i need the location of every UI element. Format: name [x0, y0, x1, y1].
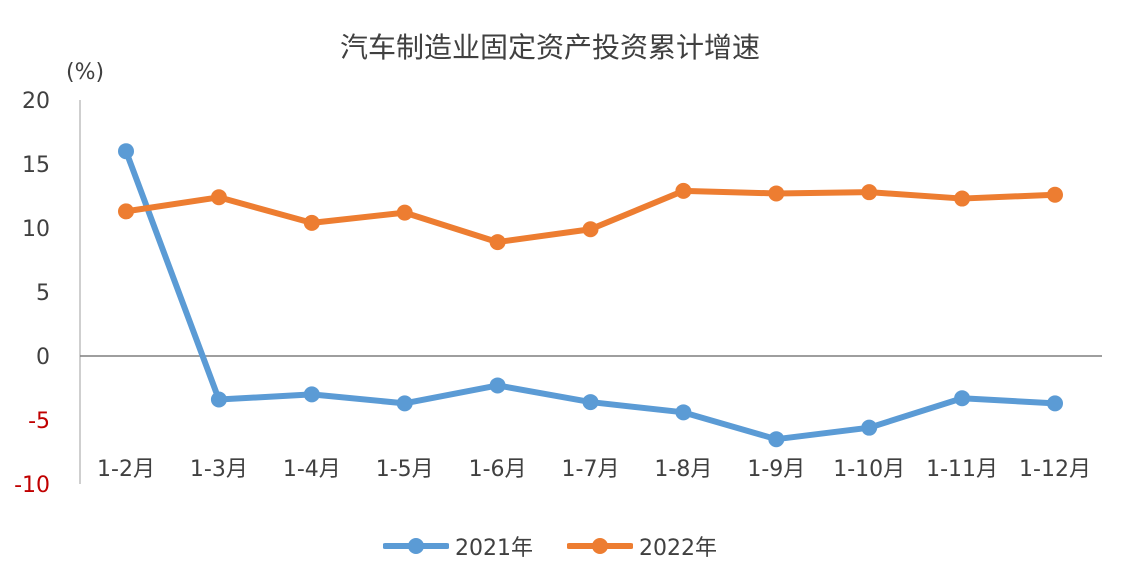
x-tick-label: 1-11月 — [926, 457, 998, 482]
y-tick-label: -10 — [14, 473, 50, 498]
series-2-point — [210, 189, 227, 206]
series-1-point — [861, 419, 878, 436]
series-1-point — [489, 377, 506, 394]
legend-marker — [383, 538, 449, 554]
legend-label: 2022年 — [639, 536, 717, 561]
series-2-point — [768, 185, 785, 202]
series-2-point — [675, 182, 692, 199]
y-tick-label: -5 — [28, 409, 50, 434]
series-1-point — [396, 395, 413, 412]
y-axis-unit-label: (%) — [66, 60, 105, 85]
y-tick-label: 10 — [22, 217, 50, 242]
y-tick-label: 15 — [22, 153, 50, 178]
series-2-point — [582, 221, 599, 238]
x-tick-label: 1-2月 — [97, 457, 155, 482]
y-tick-label: 20 — [22, 89, 50, 114]
series-1-point — [118, 143, 134, 160]
series-1-point — [954, 390, 971, 407]
x-tick-label: 1-8月 — [654, 457, 712, 482]
series-1-point — [303, 386, 320, 403]
legend-item-1: 2021年 — [383, 530, 533, 562]
x-tick-label: 1-10月 — [833, 457, 905, 482]
series-1-point — [210, 391, 227, 408]
series-2-point — [303, 214, 320, 231]
series-2-point — [489, 234, 506, 251]
x-tick-label: 1-5月 — [376, 457, 434, 482]
x-tick-label: 1-6月 — [469, 457, 527, 482]
series-1-point — [582, 394, 599, 411]
series-1-point — [675, 404, 692, 421]
y-tick-label: 0 — [36, 345, 50, 370]
chart-title: 汽车制造业固定资产投资累计增速 — [339, 31, 760, 64]
x-tick-label: 1-3月 — [190, 457, 248, 482]
x-tick-label: 1-9月 — [747, 457, 805, 482]
x-tick-label: 1-12月 — [1019, 457, 1091, 482]
series-2-point — [1047, 186, 1063, 203]
series-2-point — [118, 203, 134, 220]
x-tick-label: 1-4月 — [283, 457, 341, 482]
series-2-point — [954, 190, 971, 207]
legend-item-2: 2022年 — [567, 530, 717, 562]
x-tick-label: 1-7月 — [562, 457, 620, 482]
legend-label: 2021年 — [455, 536, 533, 561]
series-1-point — [768, 431, 785, 448]
y-tick-label: 5 — [36, 281, 50, 306]
chart-legend: 2021年 2022年 — [0, 530, 1100, 562]
legend-marker — [567, 538, 633, 554]
series-2-point — [396, 204, 413, 221]
series-1-point — [1047, 395, 1063, 412]
series-2-point — [861, 184, 878, 201]
